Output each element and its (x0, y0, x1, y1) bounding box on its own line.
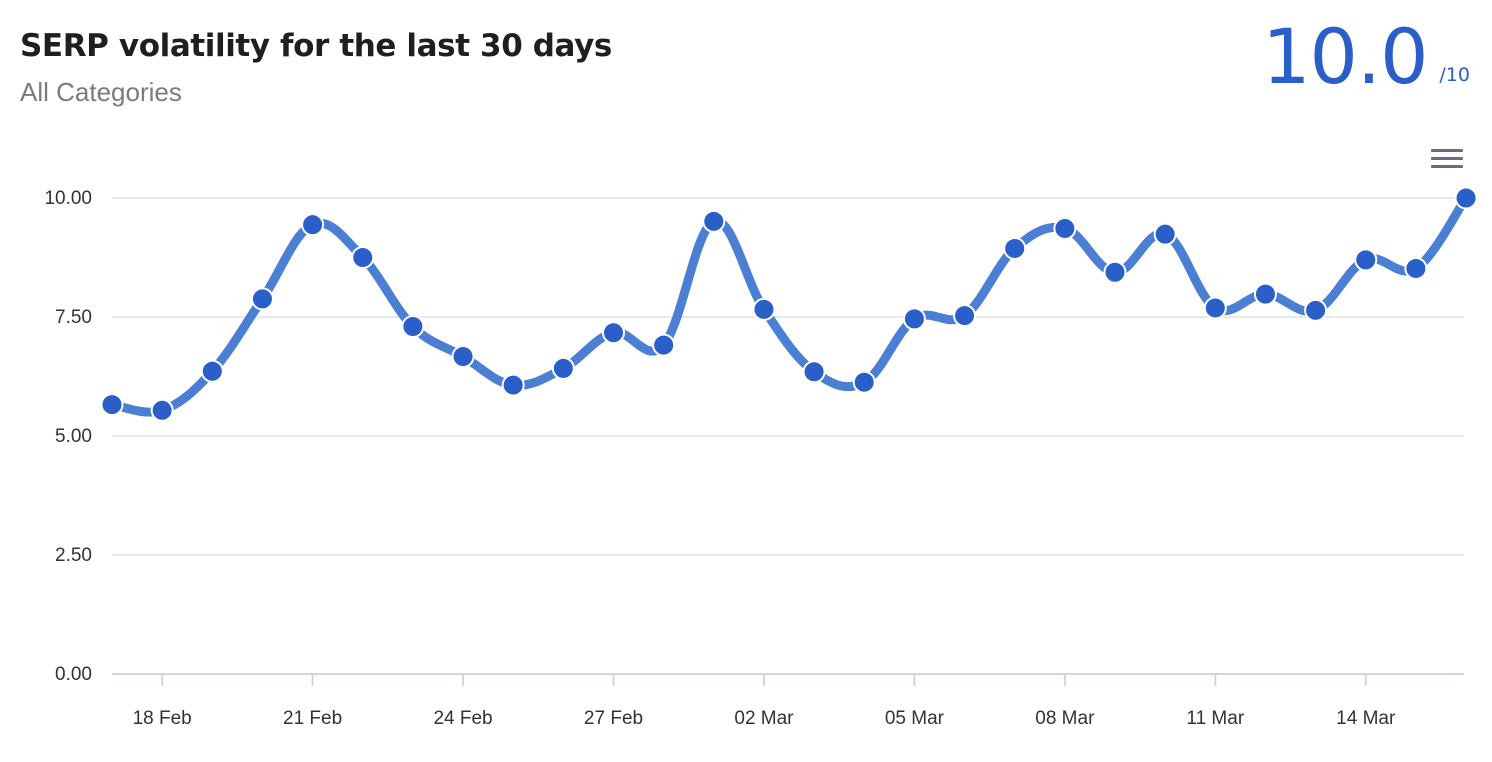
x-tick-label: 14 Mar (1336, 708, 1396, 729)
data-point[interactable] (351, 246, 375, 269)
data-point[interactable] (150, 398, 174, 422)
volatility-score: 10.0 /10 (1262, 14, 1470, 100)
data-point[interactable] (250, 287, 274, 311)
data-point[interactable] (200, 359, 224, 383)
chart-title: SERP volatility for the last 30 days (20, 28, 612, 64)
data-point[interactable] (752, 297, 776, 321)
data-point[interactable] (1203, 296, 1227, 320)
data-point[interactable] (551, 356, 575, 380)
y-tick-label: 10.00 (44, 188, 92, 209)
data-point[interactable] (1003, 236, 1027, 260)
data-point[interactable] (1253, 282, 1277, 306)
grid-lines (112, 197, 1464, 675)
y-axis: 0.00 2.50 5.00 7.50 10.00 (44, 188, 92, 685)
chart-header: SERP volatility for the last 30 days All… (20, 26, 612, 108)
data-point[interactable] (451, 345, 475, 369)
hamburger-menu-icon[interactable] (1430, 146, 1464, 176)
data-point[interactable] (953, 304, 977, 328)
data-point[interactable] (501, 373, 525, 397)
x-axis: 18 Feb 21 Feb 24 Feb 27 Feb 02 Mar 05 Mar 08 M… (133, 674, 1396, 729)
data-point[interactable] (652, 333, 676, 357)
score-max-label: /10 (1439, 64, 1470, 86)
data-point[interactable] (902, 307, 926, 331)
series-line (107, 193, 1471, 417)
y-tick-label: 2.50 (55, 545, 92, 566)
x-tick-label: 21 Feb (283, 708, 342, 729)
y-tick-label: 0.00 (55, 664, 92, 685)
y-tick-label: 7.50 (55, 307, 92, 328)
data-point[interactable] (1404, 256, 1428, 280)
x-tick-label: 05 Mar (885, 708, 945, 729)
data-point[interactable] (1304, 298, 1328, 322)
x-tick-label: 18 Feb (133, 708, 192, 729)
x-tick-label: 08 Mar (1035, 708, 1095, 729)
score-value: 10.0 (1262, 12, 1428, 101)
chart-subtitle: All Categories (20, 77, 182, 107)
x-tick-label: 24 Feb (433, 708, 492, 729)
series-layer (100, 186, 1478, 422)
data-point[interactable] (401, 315, 425, 339)
x-tick-label: 11 Mar (1186, 708, 1244, 729)
data-point[interactable] (100, 393, 124, 417)
data-point[interactable] (702, 209, 726, 233)
data-point[interactable] (802, 360, 826, 384)
data-point[interactable] (1053, 216, 1077, 240)
data-point[interactable] (1454, 186, 1478, 210)
data-point[interactable] (602, 321, 625, 345)
y-tick-label: 5.00 (55, 426, 92, 447)
x-tick-label: 27 Feb (584, 708, 643, 729)
data-point[interactable] (1354, 248, 1378, 272)
data-point[interactable] (1103, 260, 1127, 284)
data-point[interactable] (1153, 222, 1177, 246)
data-point[interactable] (852, 370, 876, 394)
data-point[interactable] (301, 213, 325, 237)
x-tick-label: 02 Mar (734, 708, 794, 729)
